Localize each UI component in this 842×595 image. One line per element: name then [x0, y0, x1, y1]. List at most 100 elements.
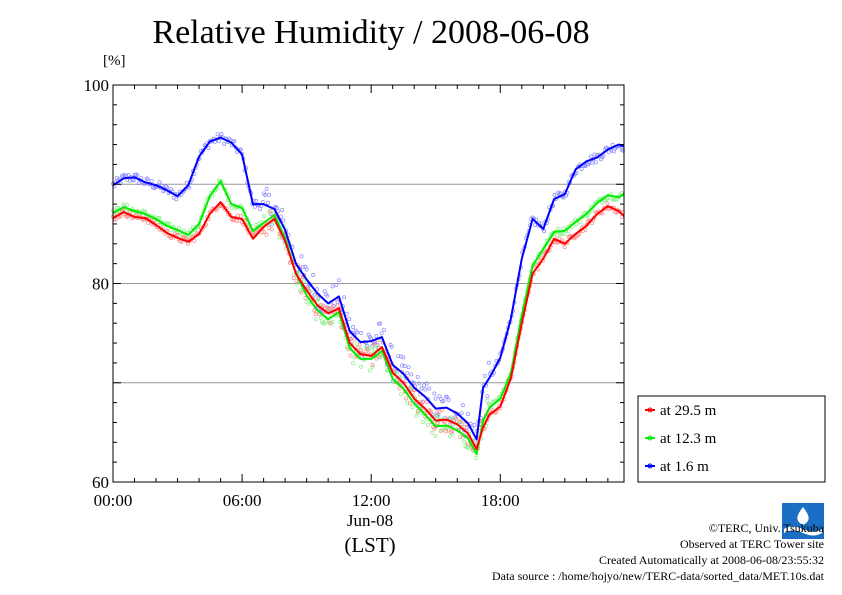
- x-tick-label: 18:00: [481, 491, 520, 510]
- sample-point: [291, 272, 296, 277]
- sample-point: [238, 147, 243, 152]
- sample-point: [149, 178, 154, 183]
- sample-point: [401, 355, 406, 360]
- sample-point: [397, 386, 402, 391]
- sample-point: [371, 341, 376, 346]
- sample-point: [539, 221, 544, 226]
- sample-point: [460, 403, 465, 408]
- sample-point: [415, 410, 420, 415]
- sample-point: [409, 372, 414, 377]
- y-axis-unit: [%]: [103, 53, 126, 69]
- sample-point: [369, 346, 374, 350]
- legend-frame: [637, 395, 826, 483]
- sample-point: [304, 267, 309, 272]
- sample-point: [378, 355, 383, 360]
- sample-point: [620, 148, 625, 153]
- sample-point: [347, 317, 352, 322]
- sample-point: [438, 429, 443, 434]
- sample-point: [593, 160, 598, 165]
- legend-marker: [647, 463, 653, 469]
- sample-point: [462, 439, 467, 444]
- sample-point: [299, 254, 304, 259]
- sample-point: [358, 364, 363, 369]
- sample-point: [420, 399, 425, 404]
- sample-point: [175, 232, 180, 237]
- sample-point: [370, 363, 375, 367]
- sample-point: [370, 364, 375, 369]
- x-tick-label: 06:00: [223, 491, 262, 510]
- legend-label: at 29.5 m: [660, 403, 717, 419]
- sample-point: [436, 413, 441, 418]
- sample-point: [566, 228, 571, 233]
- sample-point: [174, 197, 179, 202]
- sample-point: [260, 225, 265, 230]
- sample-point: [424, 400, 429, 404]
- sample-point: [402, 364, 407, 368]
- sample-point: [157, 216, 162, 220]
- sample-point: [552, 192, 557, 197]
- series-line: [112, 180, 625, 456]
- sample-point: [157, 180, 162, 185]
- chart-title: Relative Humidity / 2008-06-08: [152, 14, 590, 51]
- sample-point: [355, 330, 359, 335]
- sample-point: [357, 342, 362, 347]
- sample-point: [374, 334, 379, 339]
- sample-point: [268, 209, 273, 214]
- sample-point: [407, 401, 412, 406]
- sample-point: [398, 392, 403, 397]
- sample-point: [382, 327, 387, 332]
- sample-point: [459, 422, 464, 427]
- sample-point: [614, 197, 619, 202]
- sample-point: [299, 290, 304, 295]
- sample-point: [379, 331, 384, 336]
- sample-point: [426, 422, 430, 427]
- sample-point: [258, 206, 263, 211]
- sample-point: [135, 173, 140, 178]
- sample-point: [427, 386, 432, 391]
- sample-point: [179, 232, 184, 237]
- sample-point: [485, 394, 490, 399]
- sample-point: [330, 284, 335, 289]
- sample-point: [318, 302, 323, 307]
- legend-marker: [647, 435, 653, 441]
- sample-point: [588, 154, 593, 159]
- series-lines: [112, 136, 625, 456]
- sample-point: [118, 181, 123, 186]
- x-tick-label: 12:00: [352, 491, 391, 510]
- sample-point: [400, 363, 405, 368]
- sample-point: [262, 214, 266, 218]
- sample-point: [316, 297, 321, 302]
- sample-point: [367, 368, 372, 373]
- sample-point: [600, 200, 605, 205]
- sample-point: [433, 433, 438, 438]
- sample-point: [351, 325, 356, 329]
- sample-point: [127, 178, 132, 183]
- sample-point: [280, 208, 285, 213]
- sample-point: [294, 281, 299, 286]
- sample-point: [422, 383, 427, 388]
- credits-block: ©TERC, Univ. Tsukuba Observed at TERC To…: [492, 520, 824, 584]
- legend-label: at 12.3 m: [660, 431, 717, 447]
- sample-point: [429, 430, 434, 435]
- sample-point: [262, 230, 266, 234]
- sample-point: [410, 405, 415, 409]
- sample-point: [472, 423, 477, 427]
- date-label: Jun-08: [346, 511, 394, 530]
- sample-point: [473, 455, 478, 460]
- sample-point: [233, 145, 238, 150]
- sample-point: [187, 185, 192, 190]
- sample-point: [555, 232, 560, 237]
- terc-logo-icon: [782, 503, 824, 539]
- y-tick-label: 60: [92, 473, 109, 492]
- series-line: [112, 136, 625, 441]
- sample-point: [378, 321, 383, 326]
- sample-point: [291, 275, 296, 280]
- sample-point: [318, 316, 323, 320]
- series-line: [112, 201, 625, 451]
- sample-point: [560, 232, 565, 237]
- sample-point: [330, 305, 335, 310]
- sample-point: [307, 302, 312, 307]
- credit-copyright: ©TERC, Univ. Tsukuba: [708, 521, 824, 535]
- sample-point: [404, 396, 408, 401]
